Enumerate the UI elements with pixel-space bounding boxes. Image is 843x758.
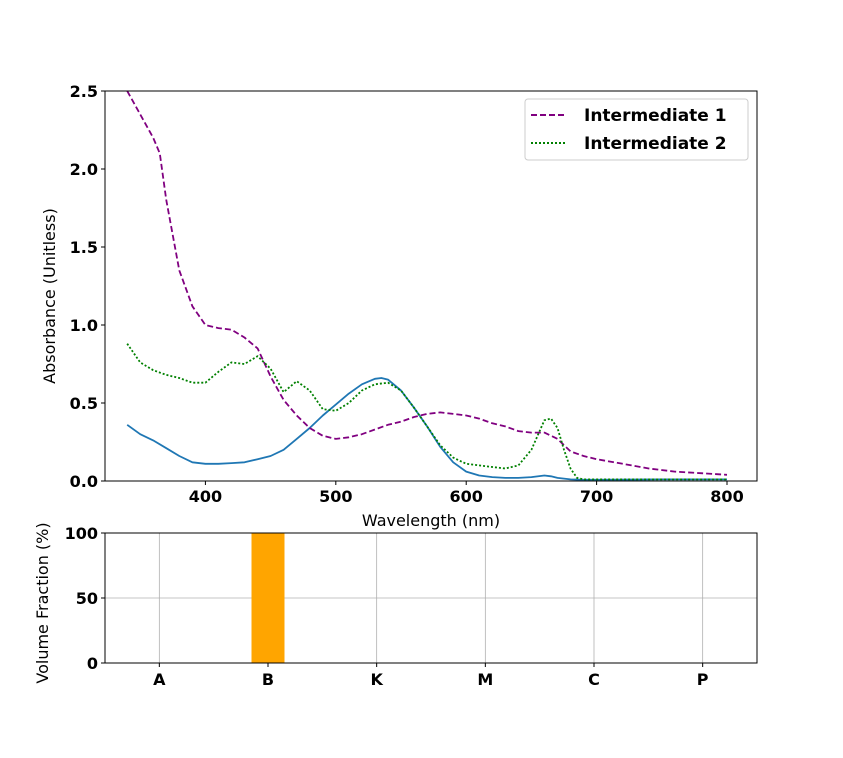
bar-b [251,533,285,663]
volume-fraction-panel: A B K M C P 0 50 100 Volume Fraction (%) [33,522,758,689]
spectrum-y-ticks: 0.0 0.5 1.0 1.5 2.0 2.5 [70,82,105,491]
bar-y-tick-label: 0 [87,654,98,673]
series-line-0 [126,377,727,481]
y-tick-label: 2.0 [70,160,98,179]
category-label: B [262,670,274,689]
category-label: A [153,670,166,689]
x-tick-label: 800 [710,487,743,506]
category-label: M [477,670,493,689]
y-tick-label: 0.5 [70,394,98,413]
category-label: K [370,670,383,689]
y-tick-label: 1.5 [70,238,98,257]
x-axis-label: Wavelength (nm) [362,511,500,530]
spectrum-x-ticks: 400 500 600 700 800 [189,481,744,506]
bars [251,533,285,663]
absorbance-spectrum-panel: 400 500 600 700 800 0.0 0.5 1.0 1.5 2.0 2.5 Wavel… [40,82,758,530]
x-tick-label: 600 [450,487,483,506]
bar-y-tick-label: 100 [65,524,98,543]
bar-y-ticks: 0 50 100 [65,524,105,673]
bar-y-axis-label: Volume Fraction (%) [33,522,52,683]
x-tick-label: 500 [319,487,352,506]
spectrum-lines [126,91,728,481]
legend-entry-intermediate-1: Intermediate 1 [584,106,727,126]
category-label: P [697,670,709,689]
y-tick-label: 2.5 [70,82,98,101]
category-label: C [588,670,600,689]
series-line-1 [126,91,728,476]
spectrum-axes-frame [104,90,758,482]
legend-box [524,98,749,161]
y-axis-label: Absorbance (Unitless) [40,208,59,384]
x-tick-label: 700 [580,487,613,506]
legend-entry-intermediate-2: Intermediate 2 [584,134,727,154]
y-tick-label: 0.0 [70,472,98,491]
legend: Intermediate 1 Intermediate 2 [524,98,749,161]
y-tick-label: 1.0 [70,316,98,335]
bar-y-tick-label: 50 [76,589,98,608]
x-tick-label: 400 [189,487,222,506]
